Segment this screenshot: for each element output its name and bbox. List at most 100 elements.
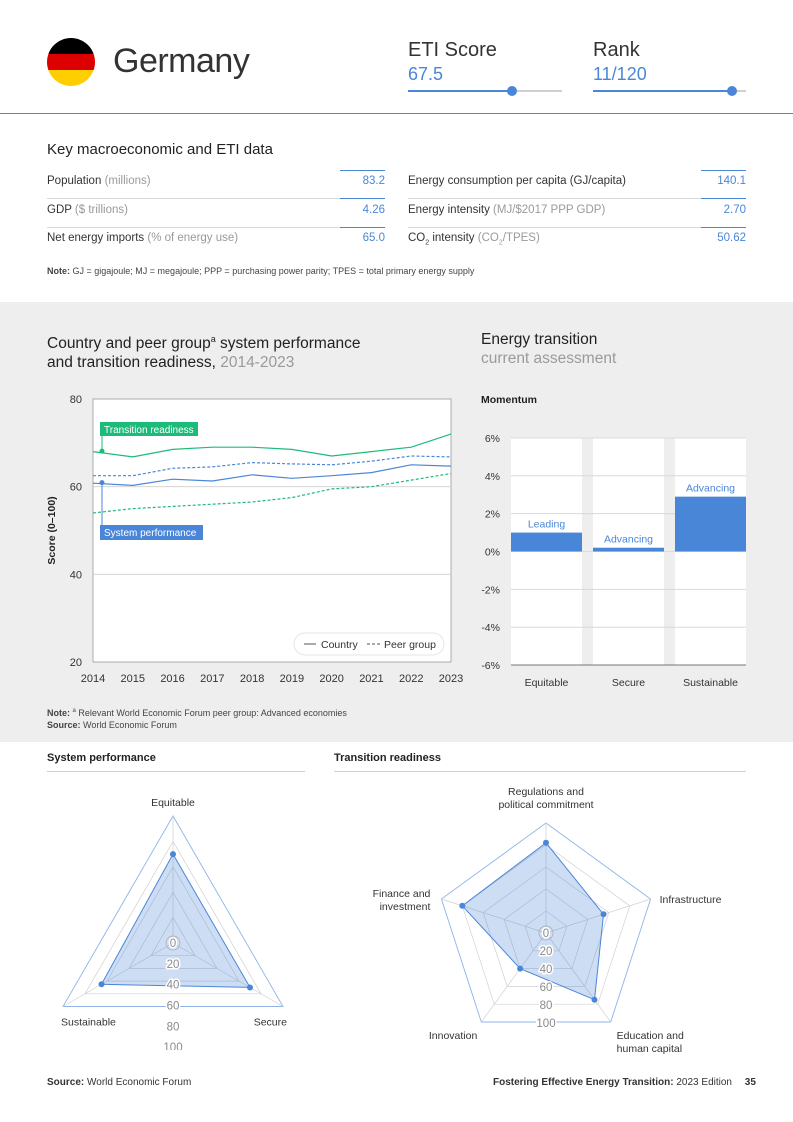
line-chart-note: Note: a Relevant World Economic Forum pe… [47,705,347,731]
footer-source: Source: World Economic Forum [47,1077,191,1088]
x-tick-label: 2018 [240,673,264,685]
x-tick-label: 2015 [121,673,145,685]
momentum-bar [675,496,746,552]
category-label: Sustainable [683,677,738,689]
callout-dot [99,448,105,454]
energy-transition-title: Energy transition current assessment [481,330,616,368]
title-years: 2014-2023 [220,354,295,372]
y-tick-label: 40 [70,569,82,581]
radar-value-area [461,842,605,1001]
germany-flag-icon [47,38,95,86]
title-subtitle: current assessment [481,350,617,367]
legend: Country Peer group [293,632,445,656]
radar-point [517,965,524,972]
y-tick-label: -4% [481,622,500,634]
series-line [92,464,452,487]
y-tick-label: 4% [485,471,500,483]
transition-readiness-heading: Transition readiness [334,752,441,764]
key-data-rule [408,198,746,199]
transition-readiness-rule [334,771,746,772]
note-label: Note: [47,708,70,718]
radar-spoke [545,932,611,1023]
radar-tick-label: 20 [540,946,553,958]
radar-value-area [100,853,251,988]
line-chart: 20 40 60 80 2014 2015 2016 2017 2018 2019 2020 2021… [46,394,463,685]
title-part: Energy transition [481,331,598,348]
key-row-population: Population (millions) [47,175,151,187]
source-text: World Economic Forum [87,1077,192,1088]
radar-axis-label: Equitable [151,797,195,809]
radar-grid-ring [150,916,196,957]
key-data-rule [340,198,385,199]
eti-score-bar [408,86,562,96]
y-tick-label: -6% [481,660,500,672]
radar-tick-label: 0 [170,938,176,950]
key-unit: (CO [477,232,499,244]
radar-tick-label: 80 [540,1000,553,1012]
note-text: GJ = gigajoule; MJ = megajoule; PPP = pu… [72,266,475,276]
header-divider [0,113,793,114]
callout-box [100,525,203,540]
radar-spoke [441,898,547,934]
category-label: Secure [612,677,645,689]
rank-label: Rank [593,39,640,61]
radar-axis-label: Regulations and [508,786,584,798]
momentum-chart: Momentum 6% 4% 2% 0% -2% -4% -6% Leading Equitabl… [481,394,746,689]
y-tick-label: 60 [70,482,82,494]
key-data-rule [47,227,385,228]
x-tick-label: 2023 [439,673,463,685]
radar-grid-ring [524,910,568,952]
key-unit: (millions) [104,175,151,187]
radar-tick-label: 0 [543,928,549,940]
radar-tick-label: 40 [540,964,553,976]
rank-bar [593,86,746,96]
key-label: CO [408,232,426,244]
source-label: Source: [47,720,81,730]
radar-axis-label: Innovation [429,1030,478,1042]
key-data-rule [47,198,385,199]
radar-spoke [172,942,284,1007]
page-number: 35 [744,1077,756,1088]
y-tick-label: 0% [485,547,500,559]
category-label: Equitable [525,677,569,689]
radar-axis-label: Finance and [373,888,431,900]
key-value-net-energy-imports: 65.0 [362,232,385,244]
bar-annotation: Advancing [604,534,653,546]
note-label: Note: [47,266,70,276]
callout-label-system: System performance [104,528,197,539]
radar-axis-label: human capital [617,1043,682,1055]
radar-center [165,935,181,951]
radar-tick-label: 100 [163,1042,182,1050]
radar-axis-label: investment [380,901,431,913]
y-tick-label: 20 [70,657,82,669]
note-text: Relevant World Economic Forum peer group… [78,708,347,718]
key-label: Net energy imports [47,232,145,244]
key-row-co2-intensity: CO2 intensity (CO2/TPES) [408,232,540,246]
radar-outer-ring [440,822,652,1023]
radar-point [543,839,549,846]
momentum-title: Momentum [481,394,537,406]
radar-axis-label: political commitment [498,799,593,811]
report-edition: 2023 Edition [676,1077,732,1088]
key-data-note: Note: GJ = gigajoule; MJ = megajoule; PP… [47,266,474,276]
key-data-title: Key macroeconomic and ETI data [47,141,273,158]
line-chart-title: Country and peer groupa system performan… [47,330,360,372]
x-tick-label: 2020 [319,673,343,685]
series-line [92,472,452,514]
key-label: Energy consumption per capita (GJ/capita… [408,175,626,187]
x-tick-label: 2017 [200,673,224,685]
x-tick-label: 2014 [81,673,105,685]
key-unit-after: /TPES) [502,232,540,244]
legend-country: Country [321,639,359,651]
system-performance-heading: System performance [47,752,156,764]
key-row-net-energy-imports: Net energy imports (% of energy use) [47,232,238,244]
radar-axis-label: Secure [254,1017,287,1029]
key-value-co2-intensity: 50.62 [717,232,746,244]
key-row-gdp: GDP ($ trillions) [47,204,128,216]
y-tick-label: 80 [70,394,82,406]
key-data-rule [408,227,746,228]
key-unit: ($ trillions) [74,204,128,216]
key-data-rule [340,227,385,228]
x-tick-label: 2019 [280,673,304,685]
title-part: and transition readiness, [47,354,216,372]
